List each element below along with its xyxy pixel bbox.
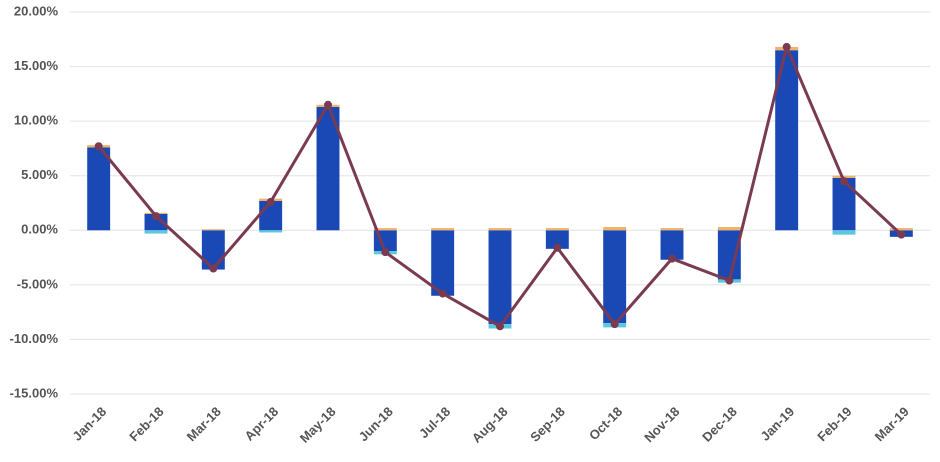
bar-segment (431, 230, 455, 296)
x-tick-label: Nov-18 (641, 404, 682, 445)
y-tick-label: -15.00% (10, 385, 59, 400)
x-tick-label: Apr-18 (241, 404, 281, 444)
bar-segment (889, 228, 913, 231)
bar-segment (717, 227, 741, 231)
bar-segment (660, 228, 684, 231)
line-marker (553, 243, 562, 252)
line-marker (897, 230, 906, 239)
x-tick-label: May-18 (297, 404, 339, 446)
line-marker (668, 254, 676, 263)
bar-segment (832, 230, 856, 235)
line-marker (496, 322, 504, 331)
x-tick-label: Dec-18 (699, 404, 740, 445)
y-tick-label: 0.00% (21, 222, 58, 237)
x-tick-label: Jan-18 (69, 404, 109, 444)
bar-segment (832, 175, 856, 178)
bar-segment (717, 230, 741, 280)
bar-segment (603, 230, 627, 324)
line-marker (94, 142, 103, 151)
line-marker (152, 212, 160, 221)
bar-segment (488, 230, 512, 325)
x-tick-label: Jun-18 (356, 404, 396, 444)
bar-segment (144, 230, 168, 234)
x-tick-label: Mar-19 (872, 404, 912, 444)
line-marker (209, 264, 218, 273)
y-tick-label: 20.00% (14, 3, 59, 18)
y-tick-label: 15.00% (14, 58, 59, 73)
y-tick-label: 5.00% (21, 167, 58, 182)
line-marker (266, 197, 275, 206)
bar-segment (775, 50, 799, 231)
y-tick-label: 10.00% (14, 113, 59, 128)
line-marker (782, 42, 791, 51)
bar-segment (660, 230, 684, 260)
bar-segment (603, 227, 627, 231)
bar-segment (373, 228, 397, 231)
x-tick-label: Jan-19 (757, 404, 797, 444)
x-tick-label: Feb-18 (126, 404, 166, 444)
bar-segment (545, 228, 569, 231)
bar-segment (488, 228, 512, 231)
x-tick-label: Aug-18 (469, 404, 511, 446)
bar-segment (87, 147, 111, 231)
line-marker (324, 100, 332, 109)
x-tick-label: Oct-18 (586, 404, 625, 443)
y-tick-label: -10.00% (10, 331, 59, 346)
x-tick-label: Mar-18 (184, 404, 224, 444)
bar-segment (832, 177, 856, 231)
line-marker (725, 276, 734, 285)
x-tick-label: Sep-18 (527, 404, 568, 445)
x-tick-label: Feb-19 (814, 404, 854, 444)
bar-segment (431, 228, 455, 231)
bar-segment (316, 106, 340, 231)
bar-segment (201, 230, 225, 270)
line-marker (610, 320, 619, 329)
y-tick-label: -5.00% (17, 276, 59, 291)
bar-segment (545, 230, 569, 249)
bar-segment (201, 229, 225, 231)
x-tick-label: Jul-18 (416, 404, 453, 441)
line-marker (381, 248, 390, 257)
line-marker (438, 289, 447, 298)
bar-segment (259, 230, 283, 233)
line-marker (840, 177, 848, 186)
bar-segment (144, 213, 168, 231)
